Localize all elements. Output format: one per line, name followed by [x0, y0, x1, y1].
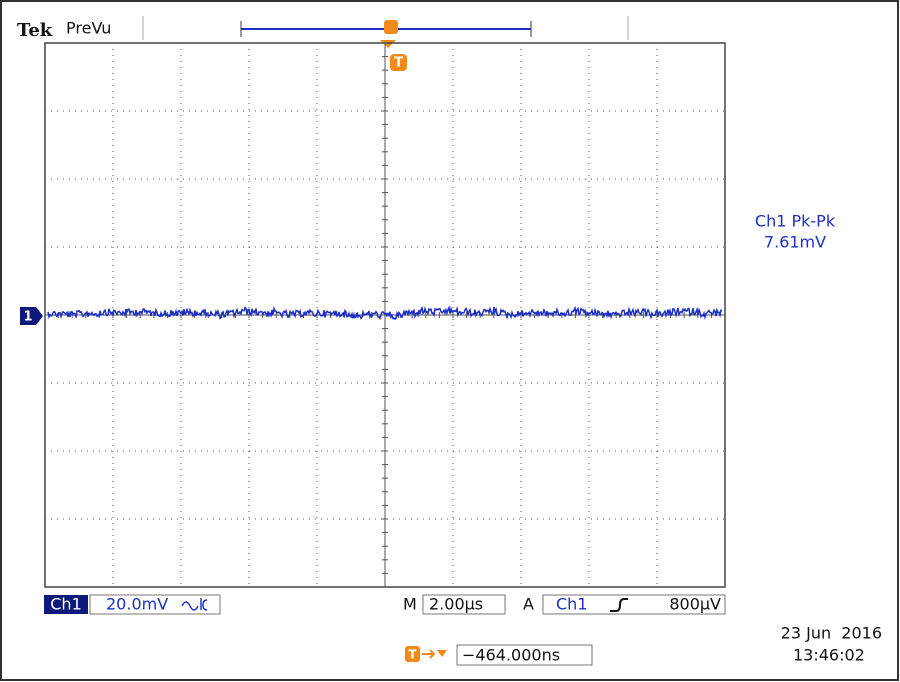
trigger-position: −464.000ns	[462, 646, 560, 665]
channel-box	[44, 595, 88, 614]
waveform	[47, 305, 723, 321]
channel: Ch1	[50, 595, 82, 614]
trigger-mode: A	[523, 595, 534, 614]
measurement-name: Ch1 Pk-Pk	[755, 212, 836, 231]
channel-marker: 1	[20, 307, 43, 325]
timebase-label: M	[403, 595, 417, 614]
trigger-level: 800µV	[669, 595, 721, 614]
bandwidth-icon	[181, 598, 208, 611]
record-bar	[240, 20, 532, 48]
trigger-position-marker: T	[405, 646, 447, 662]
trigger-position-box	[456, 644, 593, 666]
time: 13:46:02	[793, 646, 865, 665]
brand: Tek	[17, 20, 53, 41]
date: 23 Jun 2016	[781, 624, 882, 643]
trigger-source: Ch1	[556, 595, 588, 614]
measurement-value: 7.61mV	[764, 233, 826, 252]
acq-mode: PreVu	[66, 19, 111, 38]
trigger-label: T	[394, 56, 403, 71]
timebase-box	[422, 594, 506, 615]
trigger-position-label: T	[408, 648, 417, 662]
trigger-box	[542, 594, 726, 615]
scale: 20.0mV	[106, 595, 168, 614]
trigger-marker: T	[390, 54, 407, 71]
channel-label: 1	[23, 310, 32, 325]
timebase: 2.00µs	[429, 595, 483, 614]
scale-box	[89, 594, 221, 615]
slope-icon	[610, 598, 628, 612]
